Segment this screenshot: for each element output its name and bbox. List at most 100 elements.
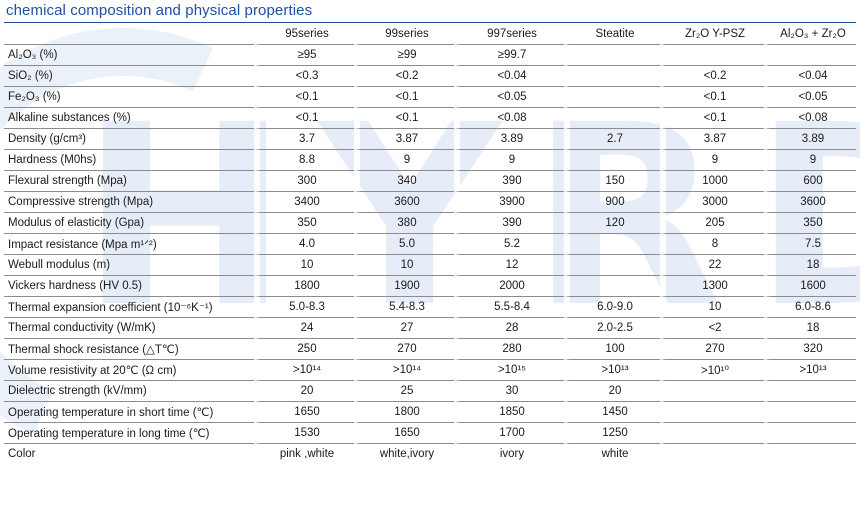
table-cell (660, 423, 764, 444)
table-cell: 320 (764, 339, 856, 360)
table-cell: 3600 (764, 192, 856, 213)
table-cell: 30 (454, 381, 564, 402)
table-cell: 10 (254, 255, 354, 276)
row-label: Dielectric strength (kV/mm) (4, 381, 254, 402)
column-header: 95series (254, 24, 354, 45)
table-cell: <0.05 (764, 87, 856, 108)
table-cell: 18 (764, 255, 856, 276)
table-cell: 1900 (354, 276, 454, 297)
table-cell: 28 (454, 318, 564, 339)
table-cell: 12 (454, 255, 564, 276)
table-row: Thermal expansion coefficient (10⁻⁶K⁻¹) 5… (4, 297, 856, 318)
row-label: Webull modulus (m) (4, 255, 254, 276)
table-row: Webull modulus (m) 10 10 12 22 18 (4, 255, 856, 276)
table-cell: pink ,white (254, 444, 354, 464)
table-cell: 205 (660, 213, 764, 234)
table-cell: 2.7 (564, 129, 660, 150)
table-cell: 5.5-8.4 (454, 297, 564, 318)
table-row: Fe₂O₃ (%) <0.1 <0.1 <0.05 <0.1 <0.05 (4, 87, 856, 108)
table-cell: 280 (454, 339, 564, 360)
row-label: Alkaline substances (%) (4, 108, 254, 129)
table-cell (564, 108, 660, 129)
table-cell: 6.0-8.6 (764, 297, 856, 318)
table-cell (764, 381, 856, 402)
table-cell: <0.1 (660, 87, 764, 108)
table-cell: ≥99 (354, 45, 454, 66)
table-cell (764, 423, 856, 444)
table-cell: 9 (660, 150, 764, 171)
row-label: Vickers hardness (HV 0.5) (4, 276, 254, 297)
table-row: Modulus of elasticity (Gpa) 350 380 390 120 2… (4, 213, 856, 234)
table-cell: >10¹⁵ (454, 360, 564, 381)
table-cell: 1250 (564, 423, 660, 444)
column-header: 99series (354, 24, 454, 45)
table-cell: 3.87 (354, 129, 454, 150)
table-cell: 350 (764, 213, 856, 234)
row-label: Thermal shock resistance (△T℃) (4, 339, 254, 360)
table-cell: 1000 (660, 171, 764, 192)
table-row: Volume resistivity at 20℃ (Ω cm) >10¹⁴ >10… (4, 360, 856, 381)
table-cell: <0.3 (254, 66, 354, 87)
row-label: Color (8, 448, 36, 460)
table-cell: 5.0-8.3 (254, 297, 354, 318)
table-cell: <0.04 (454, 66, 564, 87)
table-row: Dielectric strength (kV/mm) 20 25 30 20 (4, 381, 856, 402)
row-label: Operating temperature in long time (℃) (4, 423, 254, 444)
table-cell: <0.1 (354, 87, 454, 108)
table-cell: 1800 (254, 276, 354, 297)
table-cell (564, 276, 660, 297)
row-label: Fe₂O₃ (%) (4, 87, 254, 108)
table-row: Thermal shock resistance (△T℃) 250 270 280 1… (4, 339, 856, 360)
header-corner (4, 24, 254, 45)
table-cell: 390 (454, 171, 564, 192)
table-row: Hardness (M0hs) 8.8 9 9 9 9 (4, 150, 856, 171)
table-cell (564, 234, 660, 255)
table-row: Flexural strength (Mpa) 300 340 390 150 1000 6… (4, 171, 856, 192)
table-cell: <0.08 (454, 108, 564, 129)
table-cell: 2000 (454, 276, 564, 297)
table-cell: ≥99.7 (454, 45, 564, 66)
table-cell: 1650 (354, 423, 454, 444)
table-cell: 9 (354, 150, 454, 171)
table-cell: 250 (254, 339, 354, 360)
table-cell: 350 (254, 213, 354, 234)
page-title: chemical composition and physical proper… (6, 2, 313, 19)
table-row: Operating temperature in long time (℃) 15… (4, 423, 856, 444)
row-label: Hardness (M0hs) (4, 150, 254, 171)
table-cell: 100 (564, 339, 660, 360)
column-header: Al₂O₃ + Zr₂O (764, 24, 856, 45)
row-label: Flexural strength (Mpa) (4, 171, 254, 192)
table-row: Alkaline substances (%) <0.1 <0.1 <0.08 <0.1… (4, 108, 856, 129)
table-cell: ivory (454, 444, 564, 464)
table-cell: 1700 (454, 423, 564, 444)
column-header: 997series (454, 24, 564, 45)
table-cell: 10 (354, 255, 454, 276)
table-cell: >10¹⁴ (354, 360, 454, 381)
table-row: Thermal conductivity (W/mK) 24 27 28 2.0-2.5… (4, 318, 856, 339)
table-cell (764, 45, 856, 66)
table-cell: >10¹³ (764, 360, 856, 381)
table-cell (564, 66, 660, 87)
row-label: Compressive strength (Mpa) (4, 192, 254, 213)
table-cell (660, 402, 764, 423)
table-cell: >10¹⁴ (254, 360, 354, 381)
table-cell: 3900 (454, 192, 564, 213)
table-cell: 270 (354, 339, 454, 360)
table-cell: <0.05 (454, 87, 564, 108)
table-cell (564, 255, 660, 276)
row-label: Al₂O₃ (%) (4, 45, 254, 66)
table-cell: 1530 (254, 423, 354, 444)
table-cell: 340 (354, 171, 454, 192)
table-cell: 3.87 (660, 129, 764, 150)
table-cell: <0.2 (660, 66, 764, 87)
table-cell: >10¹³ (564, 360, 660, 381)
table-header-row: 95series 99series 997series Steatite Zr₂… (4, 24, 856, 45)
table-cell: 1300 (660, 276, 764, 297)
table-cell: 3000 (660, 192, 764, 213)
table-cell: <2 (660, 318, 764, 339)
table-cell: 3.89 (454, 129, 564, 150)
table-cell: 3400 (254, 192, 354, 213)
table-cell: 10 (660, 297, 764, 318)
table-cell: 3.89 (764, 129, 856, 150)
table-cell: 20 (254, 381, 354, 402)
